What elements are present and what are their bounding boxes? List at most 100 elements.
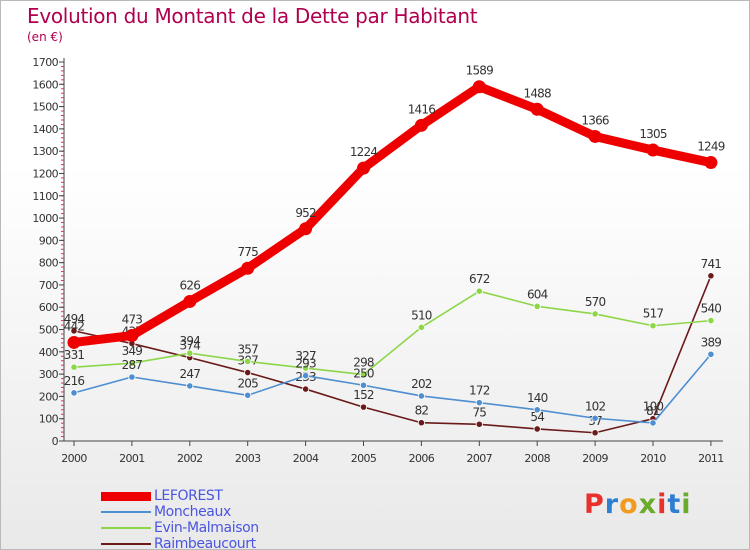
data-point bbox=[591, 310, 599, 318]
y-tick-label: 1000 bbox=[32, 212, 58, 225]
data-point bbox=[591, 414, 599, 422]
x-tick-label: 2006 bbox=[409, 452, 435, 465]
data-label: 374 bbox=[180, 339, 201, 353]
data-label: 741 bbox=[701, 257, 722, 271]
data-point bbox=[533, 406, 541, 414]
data-label: 357 bbox=[237, 342, 258, 356]
data-label: 331 bbox=[64, 348, 85, 362]
data-label: 100 bbox=[643, 400, 664, 414]
data-label: 1416 bbox=[408, 102, 436, 116]
data-label: 216 bbox=[64, 374, 85, 388]
data-label: 604 bbox=[527, 287, 548, 301]
y-tick-label: 300 bbox=[39, 368, 59, 381]
data-point bbox=[67, 335, 81, 349]
data-point bbox=[241, 261, 255, 275]
data-point bbox=[244, 391, 252, 399]
legend-label: LEFOREST bbox=[154, 488, 223, 504]
data-point bbox=[646, 143, 660, 157]
data-point bbox=[475, 420, 483, 428]
y-tick-label: 1100 bbox=[32, 190, 58, 203]
data-point bbox=[357, 161, 370, 175]
legend-item-leforest: LEFOREST bbox=[101, 488, 259, 504]
data-point bbox=[301, 385, 310, 393]
logo-letter: o bbox=[619, 489, 639, 520]
legend-label: Raimbeaucourt bbox=[154, 536, 256, 550]
data-label: 202 bbox=[411, 377, 432, 391]
x-tick-label: 2000 bbox=[61, 452, 87, 465]
data-label: 293 bbox=[295, 357, 316, 371]
legend-swatch bbox=[101, 491, 151, 501]
data-label: 327 bbox=[295, 349, 316, 363]
series-line bbox=[73, 353, 712, 424]
chart-legend: LEFOREST Moncheaux Evin-Malmaison Raimbeauc… bbox=[101, 488, 259, 550]
series-evin-malmaison: 331 349 394 357 327 298 510 672 604 570 517 540 bbox=[64, 272, 722, 379]
y-tick-label: 800 bbox=[39, 257, 59, 270]
data-label: 510 bbox=[411, 308, 432, 322]
y-tick-label: 700 bbox=[39, 279, 59, 292]
chart-title: Evolution du Montant de la Dette par Hab… bbox=[27, 4, 478, 28]
data-point bbox=[186, 382, 194, 390]
data-point bbox=[417, 323, 425, 331]
logo-letter: x bbox=[638, 489, 658, 520]
data-point bbox=[186, 349, 194, 357]
data-label: 1589 bbox=[466, 64, 494, 78]
data-label: 102 bbox=[585, 399, 606, 413]
data-point bbox=[125, 329, 139, 343]
data-label: 250 bbox=[353, 366, 374, 380]
x-tick-label: 2001 bbox=[119, 452, 145, 465]
chart-unit-label: (en €) bbox=[27, 30, 63, 44]
data-label: 1366 bbox=[581, 113, 609, 127]
data-point bbox=[530, 102, 544, 116]
data-label: 247 bbox=[180, 367, 201, 381]
series-line bbox=[73, 290, 712, 376]
data-label: 1249 bbox=[697, 140, 725, 154]
data-label: 82 bbox=[415, 404, 429, 418]
data-label: 389 bbox=[701, 335, 722, 349]
data-point bbox=[183, 294, 197, 308]
legend-item-moncheaux: Moncheaux bbox=[101, 504, 259, 520]
chart-axes: 0 100 200 300 400 500 600 700 800 900 1000 1100 1200… bbox=[32, 56, 724, 465]
y-tick-label: 900 bbox=[39, 234, 59, 247]
data-point bbox=[417, 419, 425, 427]
data-label: 494 bbox=[64, 312, 85, 326]
data-label: 517 bbox=[643, 307, 664, 321]
y-tick-label: 1500 bbox=[32, 101, 58, 114]
data-point bbox=[588, 129, 602, 143]
data-point bbox=[359, 370, 368, 379]
x-tick-label: 2010 bbox=[640, 452, 666, 465]
legend-item-evin-malmaison: Evin-Malmaison bbox=[101, 520, 259, 536]
y-tick-label: 400 bbox=[39, 346, 59, 359]
data-point bbox=[301, 372, 310, 380]
series-moncheaux: 216 287 247 205 293 250 202 172 140 102 81 389 bbox=[64, 335, 722, 427]
data-point bbox=[707, 317, 715, 325]
x-tick-label: 2002 bbox=[177, 452, 203, 465]
data-point bbox=[70, 389, 78, 397]
logo-letter: i bbox=[657, 489, 668, 520]
data-label: 1224 bbox=[350, 145, 378, 159]
data-point bbox=[649, 322, 657, 330]
series-raimbeaucourt: 49443737430723315282755437100741 bbox=[64, 257, 722, 437]
data-point bbox=[649, 419, 657, 427]
x-tick-label: 2011 bbox=[698, 452, 724, 465]
legend-label: Moncheaux bbox=[154, 504, 231, 520]
y-tick-label: 1600 bbox=[32, 78, 58, 91]
data-point bbox=[707, 350, 715, 358]
logo-letter: t bbox=[667, 489, 682, 520]
x-tick-label: 2005 bbox=[351, 452, 377, 465]
y-tick-label: 1200 bbox=[32, 167, 58, 180]
x-tick-label: 2008 bbox=[524, 452, 550, 465]
data-label: 140 bbox=[527, 391, 548, 405]
data-label: 152 bbox=[353, 388, 374, 402]
data-label: 205 bbox=[237, 376, 258, 390]
series-line bbox=[73, 275, 712, 434]
data-label: 54 bbox=[530, 410, 544, 424]
x-tick-label: 2009 bbox=[582, 452, 608, 465]
data-label: 570 bbox=[585, 295, 606, 309]
data-point bbox=[70, 327, 78, 335]
y-tick-label: 1700 bbox=[32, 56, 58, 69]
data-point bbox=[70, 363, 78, 371]
data-point bbox=[359, 381, 368, 389]
y-tick-label: 0 bbox=[52, 435, 59, 448]
